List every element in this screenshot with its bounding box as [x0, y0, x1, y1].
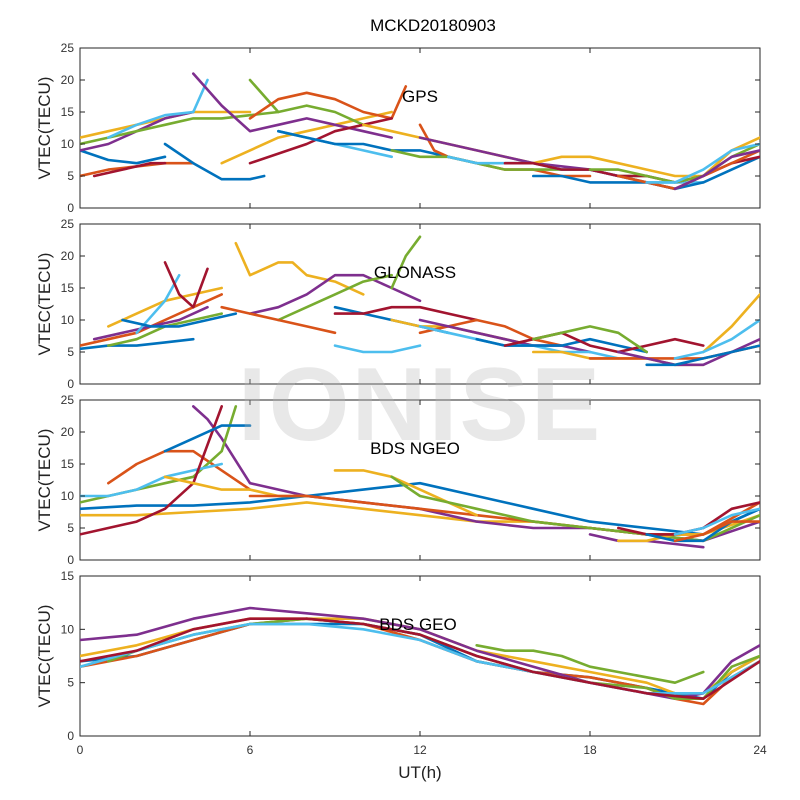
y-tick-label: 5	[67, 521, 74, 535]
series-group	[80, 72, 760, 191]
series-group	[80, 235, 760, 367]
x-tick-label: 12	[413, 743, 427, 757]
series-line-11	[248, 78, 365, 127]
y-axis-label: VTEC(TECU)	[35, 253, 54, 356]
series-line-26	[645, 142, 760, 184]
series-line-7	[80, 617, 760, 701]
series-line-9	[234, 241, 365, 296]
y-tick-label: 20	[61, 73, 75, 87]
series-line-1	[80, 481, 760, 536]
series-line-18	[673, 520, 760, 543]
panel-label: GLONASS	[374, 263, 456, 282]
panel-bds-ngeo: 0 5 10 15 20 25 VTEC(TECU) BDS NGEO	[35, 393, 761, 567]
series-line-1	[80, 337, 195, 351]
watermark: IONISE	[238, 347, 603, 463]
y-tick-label: 0	[67, 729, 74, 743]
y-tick-label: 20	[61, 425, 75, 439]
y-tick-label: 10	[61, 137, 75, 151]
y-tick-label: 25	[61, 393, 75, 407]
y-tick-label: 5	[67, 676, 74, 690]
series-line-14	[333, 344, 422, 354]
series-line-17	[673, 507, 760, 536]
y-tick-label: 5	[67, 169, 74, 183]
y-axis-label: VTEC(TECU)	[35, 605, 54, 708]
series-line-22	[531, 136, 760, 178]
y-tick-label: 25	[61, 217, 75, 231]
y-tick-label: 15	[61, 105, 75, 119]
series-line-27	[645, 344, 760, 367]
x-tick-label: 6	[247, 743, 254, 757]
y-tick-label: 10	[61, 622, 75, 636]
y-tick-label: 10	[61, 313, 75, 327]
y-tick-label: 15	[61, 457, 75, 471]
panel-label: BDS NGEO	[370, 439, 460, 458]
x-tick-label: 18	[583, 743, 597, 757]
x-tick-label: 24	[753, 743, 767, 757]
series-line-28	[701, 293, 760, 354]
series-line-10	[192, 72, 394, 139]
y-tick-label: 0	[67, 377, 74, 391]
panel-gps: 0 5 10 15 20 25 VTEC(TECU) GPS	[35, 41, 761, 215]
series-line-15	[276, 129, 450, 159]
series-line-29	[673, 318, 760, 360]
panel-label: GPS	[402, 87, 438, 106]
y-tick-label: 0	[67, 553, 74, 567]
axes-box	[79, 575, 761, 737]
series-line-2	[107, 449, 252, 491]
series-line-13	[248, 117, 394, 165]
series-line-13	[390, 235, 422, 290]
series-line-16	[333, 305, 479, 322]
y-tick-label: 10	[61, 489, 75, 503]
series-group	[80, 405, 760, 549]
series-line-4	[80, 606, 760, 701]
panel-label: BDS GEO	[379, 615, 456, 634]
y-tick-label: 0	[67, 201, 74, 215]
x-tick-label: 0	[77, 743, 84, 757]
series-line-12	[220, 305, 337, 335]
series-line-11	[276, 273, 394, 322]
figure-title: MCKD20180903	[370, 16, 496, 35]
series-line-8	[475, 643, 705, 685]
series-line-23	[531, 325, 649, 354]
series-line-8	[121, 312, 238, 328]
series-line-18	[418, 318, 564, 347]
series-line-7	[163, 261, 209, 309]
series-line-16	[645, 507, 760, 543]
series-line-8	[163, 142, 266, 181]
series-line-6	[107, 78, 209, 139]
series-line-8	[163, 424, 252, 453]
series-line-1	[80, 149, 167, 165]
panel-bds-geo: 0 5 10 15 0 6 12 18 24 VTEC(TECU) BDS GEO	[35, 569, 767, 757]
series-line-9	[220, 110, 394, 165]
series-line-7	[80, 405, 223, 536]
x-axis-label: UT(h)	[398, 763, 441, 782]
series-line-27	[673, 149, 760, 191]
y-axis-label: VTEC(TECU)	[35, 429, 54, 532]
y-axis-label: VTEC(TECU)	[35, 77, 54, 180]
series-group	[80, 606, 760, 706]
y-tick-label: 25	[61, 41, 75, 55]
y-tick-label: 20	[61, 249, 75, 263]
y-tick-label: 5	[67, 345, 74, 359]
y-tick-label: 15	[61, 569, 75, 583]
y-tick-label: 15	[61, 281, 75, 295]
series-line-7	[92, 161, 167, 178]
panels: 0 5 10 15 20 25 VTEC(TECU) GPS 0 5 10 15 20 25 VTEC(TE…	[35, 41, 767, 757]
panel-glonass: 0 5 10 15 20 25 VTEC(TECU) GLONASS	[35, 217, 761, 391]
